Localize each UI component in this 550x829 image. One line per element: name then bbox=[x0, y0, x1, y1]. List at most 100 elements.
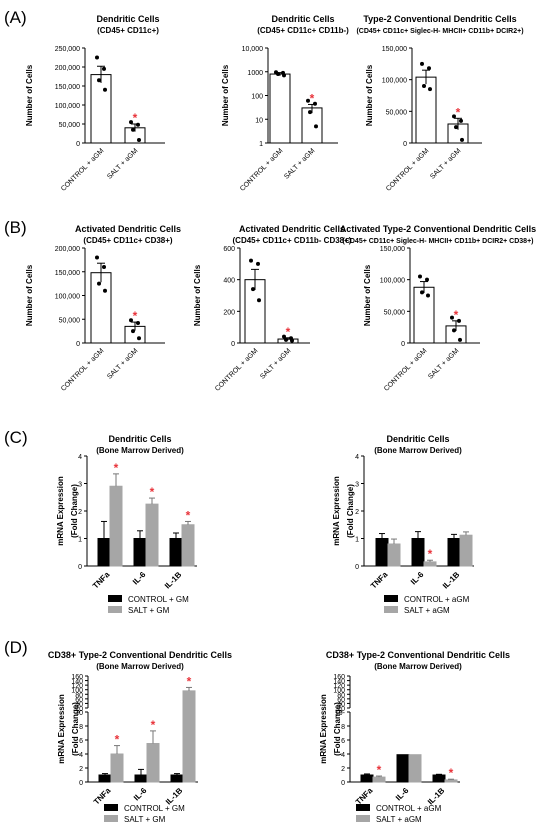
b3-data-point bbox=[426, 293, 430, 298]
a1-y-tick-label: 100,000 bbox=[55, 103, 80, 110]
a2-data-point bbox=[306, 98, 310, 103]
b3-subtitle: (CD45+ CD11c+ Siglec-H- MHCII+ CD11b+ DC… bbox=[342, 238, 533, 245]
a2-y-tick-label: 100 bbox=[251, 94, 263, 101]
d1-ylabel: mRNA Expression bbox=[57, 694, 66, 764]
a1-data-point bbox=[136, 122, 140, 127]
b3-y-tick-label: 150,000 bbox=[380, 246, 405, 253]
d1-bar bbox=[110, 753, 124, 783]
c2-legend-swatch bbox=[384, 595, 398, 602]
b1-x-tick-label: CONTROL + aGM bbox=[60, 347, 105, 392]
panel-letter-b: (B) bbox=[4, 218, 27, 237]
d1-y-tick-label: 120 bbox=[71, 683, 83, 690]
b1-x-tick-label: SALT + aGM bbox=[106, 347, 139, 380]
b2-subtitle: (CD45+ CD11c+ CD11b- CD38+) bbox=[233, 236, 352, 245]
a1-y-tick-label: 50,000 bbox=[59, 122, 81, 129]
d2-y-tick-label: 40 bbox=[337, 701, 345, 708]
c1-x-tick-label: IL-1B bbox=[163, 570, 184, 591]
c1-legend-swatch bbox=[108, 595, 122, 602]
c2-y-tick-label: 4 bbox=[355, 454, 359, 461]
b2-data-point bbox=[249, 258, 253, 263]
b3-title: Activated Type-2 Conventional Dendritic … bbox=[340, 224, 536, 234]
c1-significance-star: * bbox=[114, 461, 119, 475]
b1-data-point bbox=[129, 318, 133, 323]
c2-bar bbox=[387, 543, 401, 567]
d2-ylabel: mRNA Expression bbox=[319, 694, 328, 764]
d1-y-tick-label: 60 bbox=[75, 697, 83, 704]
b1-data-point bbox=[103, 288, 107, 293]
b2-y-tick-label: 0 bbox=[231, 341, 235, 348]
a1-title: Dendritic Cells bbox=[96, 14, 159, 24]
a2-y-tick-label: 10 bbox=[255, 117, 263, 124]
c1-y-tick-label: 1 bbox=[78, 537, 82, 544]
b1-subtitle: (CD45+ CD11c+ CD38+) bbox=[83, 236, 172, 245]
d2-y-tick-label: 8 bbox=[341, 724, 345, 731]
c2-y-tick-label: 2 bbox=[355, 509, 359, 516]
c2-bar bbox=[411, 538, 425, 567]
a3-bar bbox=[415, 76, 437, 144]
c2-x-tick-label: IL-1B bbox=[441, 570, 462, 591]
c1-legend-label: CONTROL + GM bbox=[128, 595, 189, 604]
c1-y-tick-label: 2 bbox=[78, 509, 82, 516]
d1-significance-star: * bbox=[151, 718, 156, 732]
d1-bar bbox=[182, 690, 196, 783]
d2-y-tick-label: 140 bbox=[333, 679, 345, 686]
a2-y-tick-label: 10,000 bbox=[242, 46, 264, 53]
c1-ylabel2: (Fold Change) bbox=[70, 484, 79, 538]
a1-data-point bbox=[137, 137, 141, 142]
c2-bar bbox=[459, 534, 473, 567]
a2-x-tick-label: CONTROL + aGM bbox=[239, 147, 284, 192]
c1-x-tick-label: IL-6 bbox=[131, 570, 148, 587]
a3-data-point bbox=[420, 61, 424, 66]
a2-data-point bbox=[276, 72, 280, 77]
c1-legend-label: SALT + GM bbox=[128, 606, 170, 615]
a1-y-tick-label: 250,000 bbox=[55, 46, 80, 53]
b3-data-point bbox=[420, 290, 424, 295]
b2-significance-star: * bbox=[286, 325, 291, 339]
a1-data-point bbox=[95, 55, 99, 60]
d1-subtitle: (Bone Marrow Derived) bbox=[96, 662, 184, 671]
c1-significance-star: * bbox=[150, 485, 155, 499]
c1-bar bbox=[169, 538, 183, 567]
b3-data-point bbox=[418, 274, 422, 279]
d1-legend-label: CONTROL + GM bbox=[124, 804, 185, 813]
b1-title: Activated Dendritic Cells bbox=[75, 224, 181, 234]
c2-subtitle: (Bone Marrow Derived) bbox=[374, 446, 462, 455]
d1-bar bbox=[134, 774, 148, 783]
d1-y-tick-label: 8 bbox=[79, 724, 83, 731]
b2-data-point bbox=[290, 338, 294, 343]
c1-x-tick-label: TNFa bbox=[91, 570, 112, 591]
c2-bar bbox=[423, 561, 437, 567]
b3-y-tick-label: 50,000 bbox=[384, 309, 406, 316]
d1-ylabel2: (Fold Change) bbox=[71, 702, 80, 756]
c2-significance-star: * bbox=[428, 547, 433, 561]
b2-data-point bbox=[257, 298, 261, 303]
a1-data-point bbox=[103, 87, 107, 92]
d2-bar bbox=[396, 754, 410, 783]
a2-subtitle: (CD45+ CD11c+ CD11b-) bbox=[257, 26, 349, 35]
b3-significance-star: * bbox=[454, 308, 459, 322]
c2-legend-label: CONTROL + aGM bbox=[404, 595, 470, 604]
d1-significance-star: * bbox=[187, 674, 192, 688]
b2-ylabel: Number of Cells bbox=[193, 264, 202, 326]
c1-y-tick-label: 3 bbox=[78, 482, 82, 489]
panel-letter-d: (D) bbox=[4, 638, 28, 657]
b3-data-point bbox=[458, 337, 462, 342]
d2-legend-swatch bbox=[356, 804, 370, 811]
c2-bar bbox=[375, 538, 389, 567]
a1-data-point bbox=[129, 120, 133, 125]
c1-bar bbox=[133, 538, 147, 567]
d1-legend-label: SALT + GM bbox=[124, 815, 166, 824]
d1-bar bbox=[98, 774, 112, 783]
a3-x-tick-label: SALT + aGM bbox=[429, 147, 462, 180]
a1-bar bbox=[90, 74, 112, 144]
a2-title: Dendritic Cells bbox=[271, 14, 334, 24]
a3-title: Type-2 Conventional Dendritic Cells bbox=[363, 14, 516, 24]
a3-x-tick-label: CONTROL + aGM bbox=[385, 147, 430, 192]
b1-significance-star: * bbox=[133, 309, 138, 323]
d2-subtitle: (Bone Marrow Derived) bbox=[374, 662, 462, 671]
a1-subtitle: (CD45+ CD11c+) bbox=[97, 26, 159, 35]
b1-data-point bbox=[102, 265, 106, 269]
b1-data-point bbox=[137, 336, 141, 341]
b2-y-tick-label: 600 bbox=[223, 246, 235, 253]
